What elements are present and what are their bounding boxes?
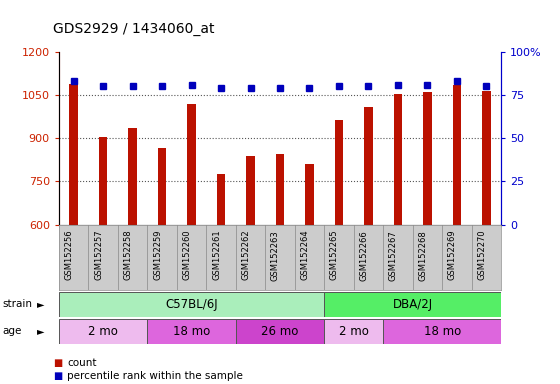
Bar [383,319,501,344]
Text: strain: strain [3,299,33,310]
Text: GSM152269: GSM152269 [448,230,457,280]
Text: DBA/2J: DBA/2J [393,298,433,311]
Bar [246,156,255,225]
Text: GSM152267: GSM152267 [389,230,398,281]
Text: GSM152259: GSM152259 [153,230,162,280]
Text: GSM152260: GSM152260 [183,230,192,280]
Bar [157,148,166,225]
Bar [147,319,236,344]
Text: age: age [3,326,22,336]
Text: GSM152270: GSM152270 [478,230,487,280]
Bar [364,107,373,225]
Text: 2 mo: 2 mo [88,325,118,338]
Bar [423,92,432,225]
Text: GSM152263: GSM152263 [271,230,280,281]
Bar [187,104,196,225]
Bar [394,94,403,225]
Bar [452,85,461,225]
Text: 2 mo: 2 mo [339,325,368,338]
Text: 18 mo: 18 mo [423,325,461,338]
Bar [276,154,284,225]
Text: GSM152268: GSM152268 [418,230,427,281]
Text: GSM152256: GSM152256 [64,230,73,280]
Bar [59,292,324,317]
Text: GDS2929 / 1434060_at: GDS2929 / 1434060_at [53,23,214,36]
Text: ►: ► [36,326,44,336]
Text: GSM152266: GSM152266 [360,230,368,281]
Bar [334,119,343,225]
Text: GSM152262: GSM152262 [241,230,250,280]
Bar [59,319,147,344]
Bar [324,319,383,344]
Bar [217,174,226,225]
Text: percentile rank within the sample: percentile rank within the sample [67,371,243,381]
Bar [99,137,108,225]
Text: C57BL/6J: C57BL/6J [165,298,218,311]
Text: 18 mo: 18 mo [173,325,210,338]
Text: 26 mo: 26 mo [262,325,298,338]
Text: GSM152258: GSM152258 [124,230,133,280]
Text: GSM152257: GSM152257 [94,230,103,280]
Bar [482,91,491,225]
Text: GSM152265: GSM152265 [330,230,339,280]
Text: count: count [67,358,97,368]
Bar [305,164,314,225]
Text: GSM152264: GSM152264 [301,230,310,280]
Text: ►: ► [36,299,44,310]
Bar [128,128,137,225]
Text: GSM152261: GSM152261 [212,230,221,280]
Text: ■: ■ [53,371,63,381]
Bar [69,84,78,225]
Text: ■: ■ [53,358,63,368]
Bar [324,292,501,317]
Bar [236,319,324,344]
